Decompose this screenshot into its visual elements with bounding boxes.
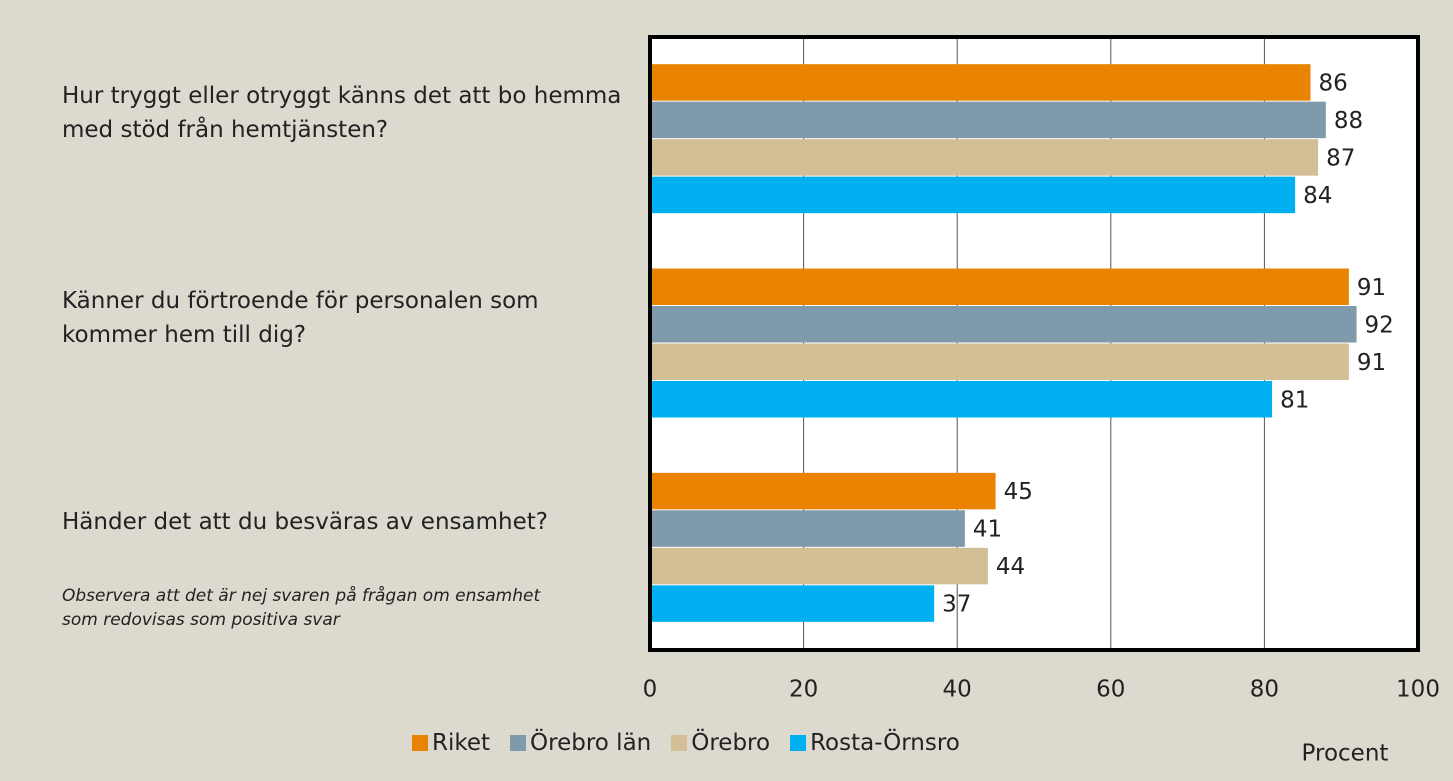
value-label: 81 [1280, 387, 1309, 413]
legend-item: Rosta-Örnsro [790, 730, 960, 756]
legend-item: Riket [412, 730, 490, 756]
bar [650, 510, 965, 547]
value-label: 44 [996, 554, 1025, 580]
value-label: 88 [1334, 108, 1363, 134]
value-label: 86 [1318, 70, 1347, 96]
legend-swatch [510, 735, 527, 751]
x-axis-label: Procent [1302, 741, 1389, 767]
value-label: 45 [1004, 479, 1033, 505]
x-tick-label: 80 [1250, 677, 1279, 703]
value-label: 41 [973, 517, 1002, 543]
bar [650, 472, 996, 510]
bar [650, 585, 935, 622]
annotation: Observera att det är nej svaren på fråga… [62, 586, 541, 630]
category-label: Händer det att du besväras av ensamhet? [62, 508, 548, 535]
legend-swatch [790, 735, 807, 751]
value-label: 92 [1365, 312, 1394, 338]
bar [650, 176, 1296, 214]
bar [650, 101, 1326, 139]
bar [650, 306, 1357, 343]
value-label: 37 [942, 592, 971, 618]
category-label: Känner du förtroende för personalen som … [62, 287, 539, 348]
x-tick-label: 60 [1096, 677, 1125, 703]
legend: Riket Örebro län Örebro Rosta-Örnsro [412, 730, 960, 756]
bar [650, 343, 1349, 380]
plot-frame [648, 35, 1420, 652]
x-tick-label: 0 [643, 677, 658, 703]
bar [650, 268, 1349, 305]
x-tick-label: 100 [1396, 677, 1440, 703]
legend-swatch [412, 735, 428, 751]
bar [650, 64, 1311, 101]
value-label: 91 [1357, 275, 1386, 301]
bar [650, 139, 1319, 176]
legend-item: Örebro [671, 730, 770, 756]
legend-label: Riket [432, 730, 491, 756]
legend-label: Örebro län [530, 730, 652, 756]
legend-swatch [671, 735, 688, 751]
category-label: Hur tryggt eller otryggt känns det att b… [62, 83, 622, 144]
legend-label: Örebro [691, 730, 771, 756]
legend-label: Rosta-Örnsro [810, 730, 960, 756]
value-label: 91 [1357, 350, 1386, 376]
value-label: 84 [1303, 183, 1332, 209]
x-tick-label: 20 [789, 677, 818, 703]
legend-item: Örebro län [510, 730, 651, 756]
value-label: 87 [1326, 145, 1355, 171]
bar [650, 381, 1273, 418]
x-tick-label: 40 [943, 677, 972, 703]
bar [650, 547, 988, 585]
